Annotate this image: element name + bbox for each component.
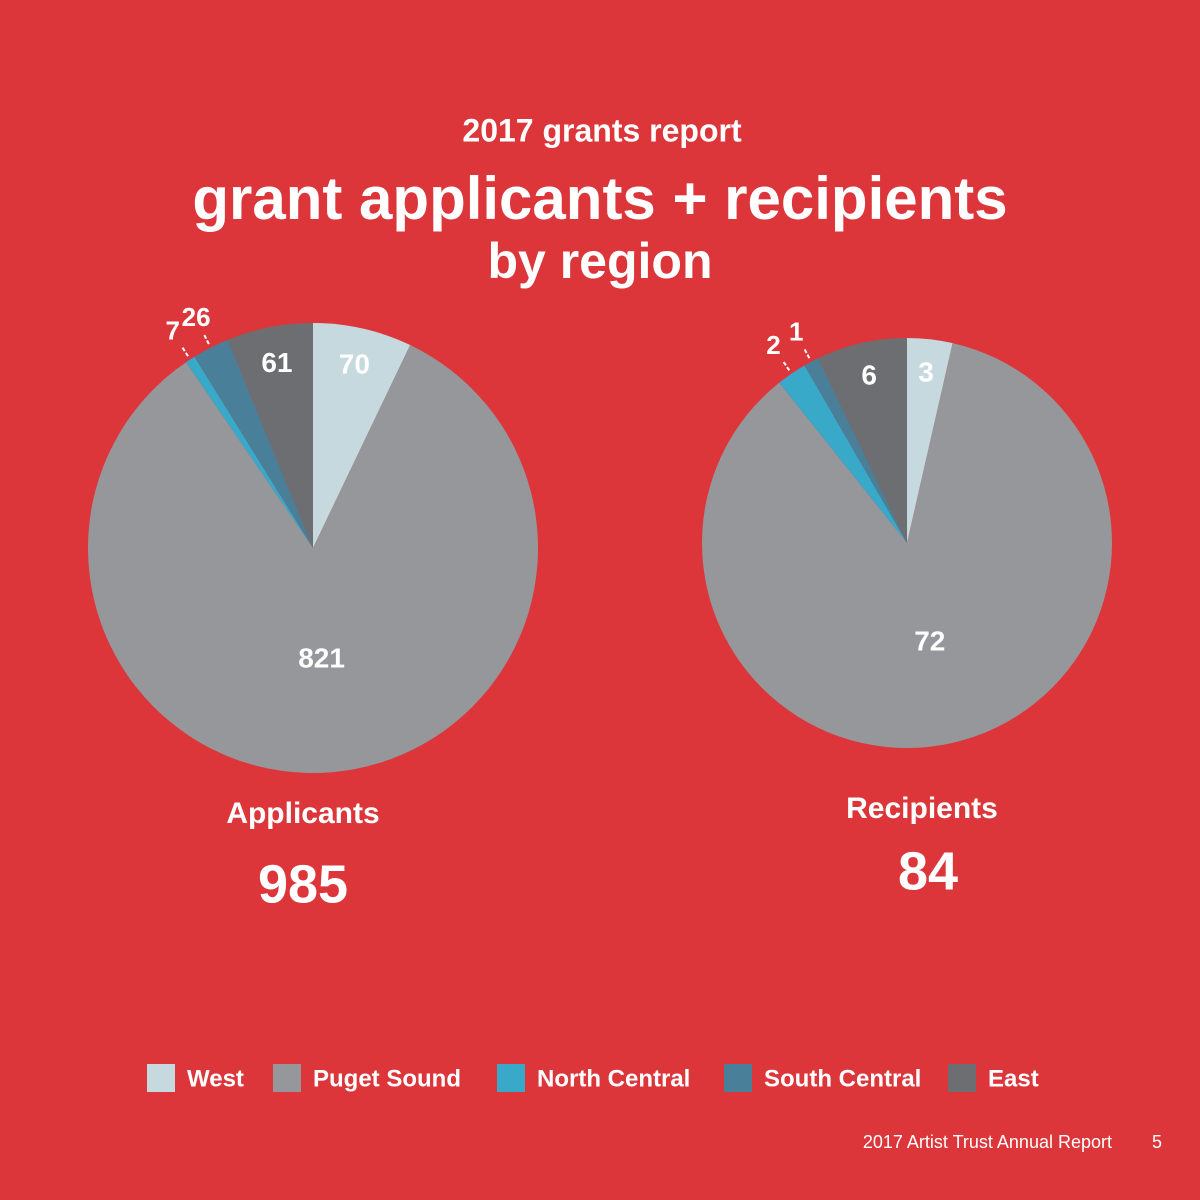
legend-swatch	[724, 1064, 752, 1092]
pie-total: 84	[898, 841, 958, 901]
value-label: 821	[298, 643, 345, 674]
legend-swatch	[948, 1064, 976, 1092]
page-number: 5	[1152, 1132, 1162, 1152]
footer-text: 2017 Artist Trust Annual Report	[863, 1132, 1112, 1152]
pie-title: Applicants	[226, 797, 379, 830]
value-label: 3	[918, 356, 934, 387]
value-label: 26	[182, 302, 211, 332]
legend-label: South Central	[764, 1065, 921, 1092]
value-label: 6	[861, 360, 877, 391]
pie-slice	[227, 323, 313, 548]
leader-line	[180, 345, 189, 357]
leader-line	[781, 359, 791, 371]
pie-slice	[804, 358, 907, 543]
pie-slice	[194, 339, 313, 548]
leader-line	[202, 332, 210, 345]
value-label: 2	[766, 330, 780, 360]
legend-label: East	[988, 1065, 1039, 1092]
legend-label: North Central	[537, 1065, 690, 1092]
value-label: 1	[789, 316, 803, 346]
legend-label: Puget Sound	[313, 1065, 461, 1092]
pie-slice	[701, 343, 1112, 748]
pie-slice	[186, 356, 313, 548]
legend-swatch	[147, 1064, 175, 1092]
pie-slice	[88, 345, 538, 773]
legend-swatch	[273, 1064, 301, 1092]
value-label: 7	[166, 316, 180, 346]
pie-slice	[818, 338, 907, 543]
title: grant applicants + recipients	[192, 165, 1007, 232]
kicker: 2017 grants report	[462, 112, 742, 148]
value-label: 70	[339, 348, 370, 379]
legend-swatch	[497, 1064, 525, 1092]
pie-total: 985	[258, 854, 348, 914]
pie-title: Recipients	[846, 792, 998, 825]
subtitle: by region	[487, 233, 712, 289]
pie-slice	[313, 323, 411, 548]
pie-slice	[907, 338, 953, 543]
value-label: 61	[261, 347, 292, 378]
legend-label: West	[187, 1065, 244, 1092]
value-label: 72	[914, 625, 945, 656]
leader-line	[802, 347, 811, 359]
pie-slice	[779, 365, 907, 543]
